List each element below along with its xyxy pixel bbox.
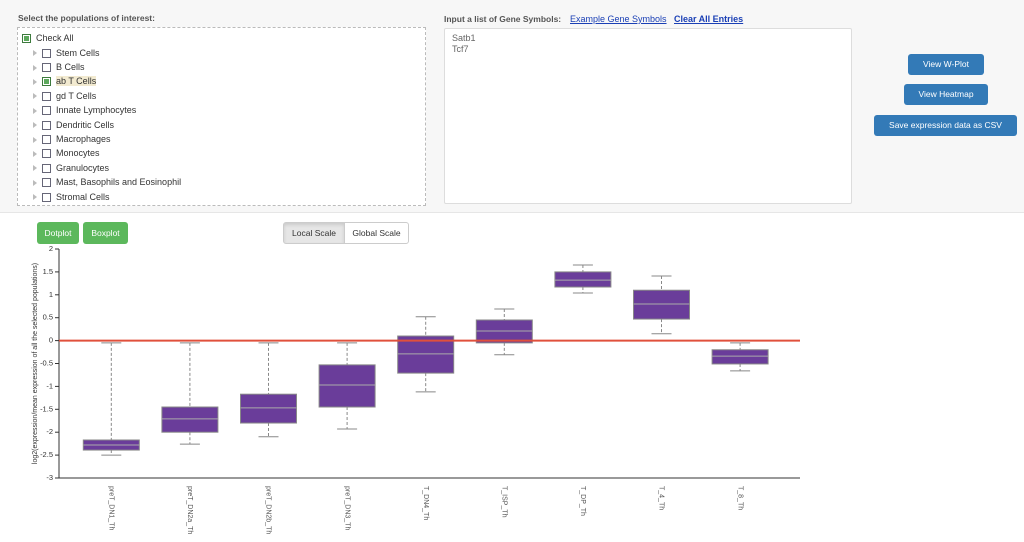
y-tick-label: -1 <box>46 381 53 390</box>
y-tick-label: 1 <box>49 290 53 299</box>
checkbox[interactable] <box>42 163 51 173</box>
tree-label[interactable]: Mast, Basophils and Eosinophil <box>56 177 182 188</box>
y-tick-label: 2 <box>49 244 53 253</box>
tree-label[interactable]: Stem Cells <box>56 47 100 58</box>
x-tick-label: preT_DN2b_Th <box>265 486 272 534</box>
checkbox[interactable] <box>42 63 51 73</box>
y-tick-label: 0.5 <box>43 313 53 322</box>
checkbox[interactable] <box>42 91 51 101</box>
tree-label[interactable]: Dendritic Cells <box>56 119 115 130</box>
box <box>633 289 690 320</box>
dotplot-button[interactable]: Dotplot <box>37 222 79 244</box>
tree-label[interactable]: Monocytes <box>56 148 100 159</box>
tree-row: Granulocytes <box>33 161 109 175</box>
checkbox[interactable] <box>42 48 51 58</box>
tree-row: Stromal Cells <box>33 190 110 204</box>
checkbox[interactable] <box>42 106 51 116</box>
checkbox[interactable] <box>42 192 51 202</box>
y-tick-label: -0.5 <box>40 358 53 367</box>
tree-label[interactable]: ab T Cells <box>56 76 97 87</box>
box <box>397 335 455 374</box>
expander[interactable] <box>33 194 37 201</box>
x-tick-label: T_DN4_Th <box>422 486 429 520</box>
tree-label[interactable]: Macrophages <box>56 133 111 144</box>
tree-row: ab T Cells <box>33 74 97 88</box>
y-tick-label: 0 <box>49 336 53 345</box>
tree-label[interactable]: B Cells <box>56 61 85 72</box>
expander[interactable] <box>33 50 37 57</box>
box <box>318 364 376 408</box>
x-tick-label: preT_DN3_Th <box>343 486 350 530</box>
checkbox[interactable] <box>42 120 51 130</box>
y-tick-label: -1.5 <box>40 404 53 413</box>
box <box>711 349 769 365</box>
gene-input[interactable]: Satb1 Tcf7 <box>444 28 852 204</box>
tree-label[interactable]: Innate Lymphocytes <box>56 105 137 116</box>
tree-row: Mast, Basophils and Eosinophil <box>33 175 181 189</box>
gene-entry: Tcf7 <box>452 44 469 54</box>
x-tick-label: preT_DN2a_Th <box>186 486 193 534</box>
expander[interactable] <box>33 122 37 129</box>
y-tick-label: -2.5 <box>40 450 53 459</box>
checkbox[interactable] <box>42 135 51 145</box>
x-tick-label: T_8_Th <box>736 486 743 510</box>
csv-button[interactable]: Save expression data as CSV <box>874 115 1017 136</box>
box <box>554 271 612 288</box>
tree-row: Stem Cells <box>33 46 100 60</box>
expander[interactable] <box>33 179 37 186</box>
tree-row: Macrophages <box>33 132 111 146</box>
checkbox[interactable] <box>42 149 51 159</box>
scale-button[interactable]: Global Scale <box>344 222 409 244</box>
tree-row: Dendritic Cells <box>33 118 114 132</box>
chart: -3 -2.5 -2 -1.5 -1 -0.5 0 0.5 1 1.5 2 log2(expressi… <box>32 244 800 534</box>
x-tick-label: T_4_Th <box>658 486 665 510</box>
y-tick-label: -2 <box>46 427 53 436</box>
expander[interactable] <box>33 150 37 157</box>
tree-label[interactable]: gd T Cells <box>56 90 97 101</box>
tree-row: gd T Cells <box>33 89 96 103</box>
tree-label[interactable]: Granulocytes <box>56 162 110 173</box>
gene-entry: Satb1 <box>452 33 476 43</box>
clear-link[interactable]: Clear All Entries <box>674 14 744 24</box>
y-tick-label: 1.5 <box>43 267 53 276</box>
expander[interactable] <box>33 78 37 85</box>
boxplot-button[interactable]: Boxplot <box>83 222 128 244</box>
tree-label[interactable]: Stromal Cells <box>56 191 110 202</box>
box <box>161 406 219 433</box>
tree-row: Innate Lymphocytes <box>33 103 136 117</box>
expander[interactable] <box>33 107 37 114</box>
scale-button[interactable]: Local Scale <box>283 222 345 244</box>
y-tick-label: -3 <box>46 473 53 482</box>
box <box>240 393 297 424</box>
expander[interactable] <box>33 64 37 71</box>
checkbox[interactable] <box>22 34 31 44</box>
tree-row: Monocytes <box>33 146 100 160</box>
genes-title: Input a list of Gene Symbols: <box>444 14 562 24</box>
y-axis-label: log2(expression/mean expression of all t… <box>32 263 39 464</box>
x-tick-label: T_ISP_Th <box>500 486 507 518</box>
expander[interactable] <box>33 93 37 100</box>
x-tick-label: preT_DN1_Th <box>107 486 114 530</box>
checkbox[interactable] <box>42 178 51 188</box>
heatmap-button[interactable]: View Heatmap <box>904 84 988 105</box>
example-link[interactable]: Example Gene Symbols <box>570 14 667 24</box>
checkbox[interactable] <box>42 77 51 87</box>
x-tick-label: T_DP_Th <box>579 486 586 516</box>
tree-row: B Cells <box>33 60 85 74</box>
expander[interactable] <box>33 165 37 172</box>
tree-row: Check All <box>22 31 74 45</box>
populations-title: Select the populations of interest: <box>18 13 155 23</box>
expander[interactable] <box>33 136 37 143</box>
check-all-label: Check All <box>36 33 74 43</box>
population-tree: Check All Stem Cells B Cells ab T Cells gd T… <box>17 27 426 206</box>
wplot-button[interactable]: View W-Plot <box>908 54 984 75</box>
